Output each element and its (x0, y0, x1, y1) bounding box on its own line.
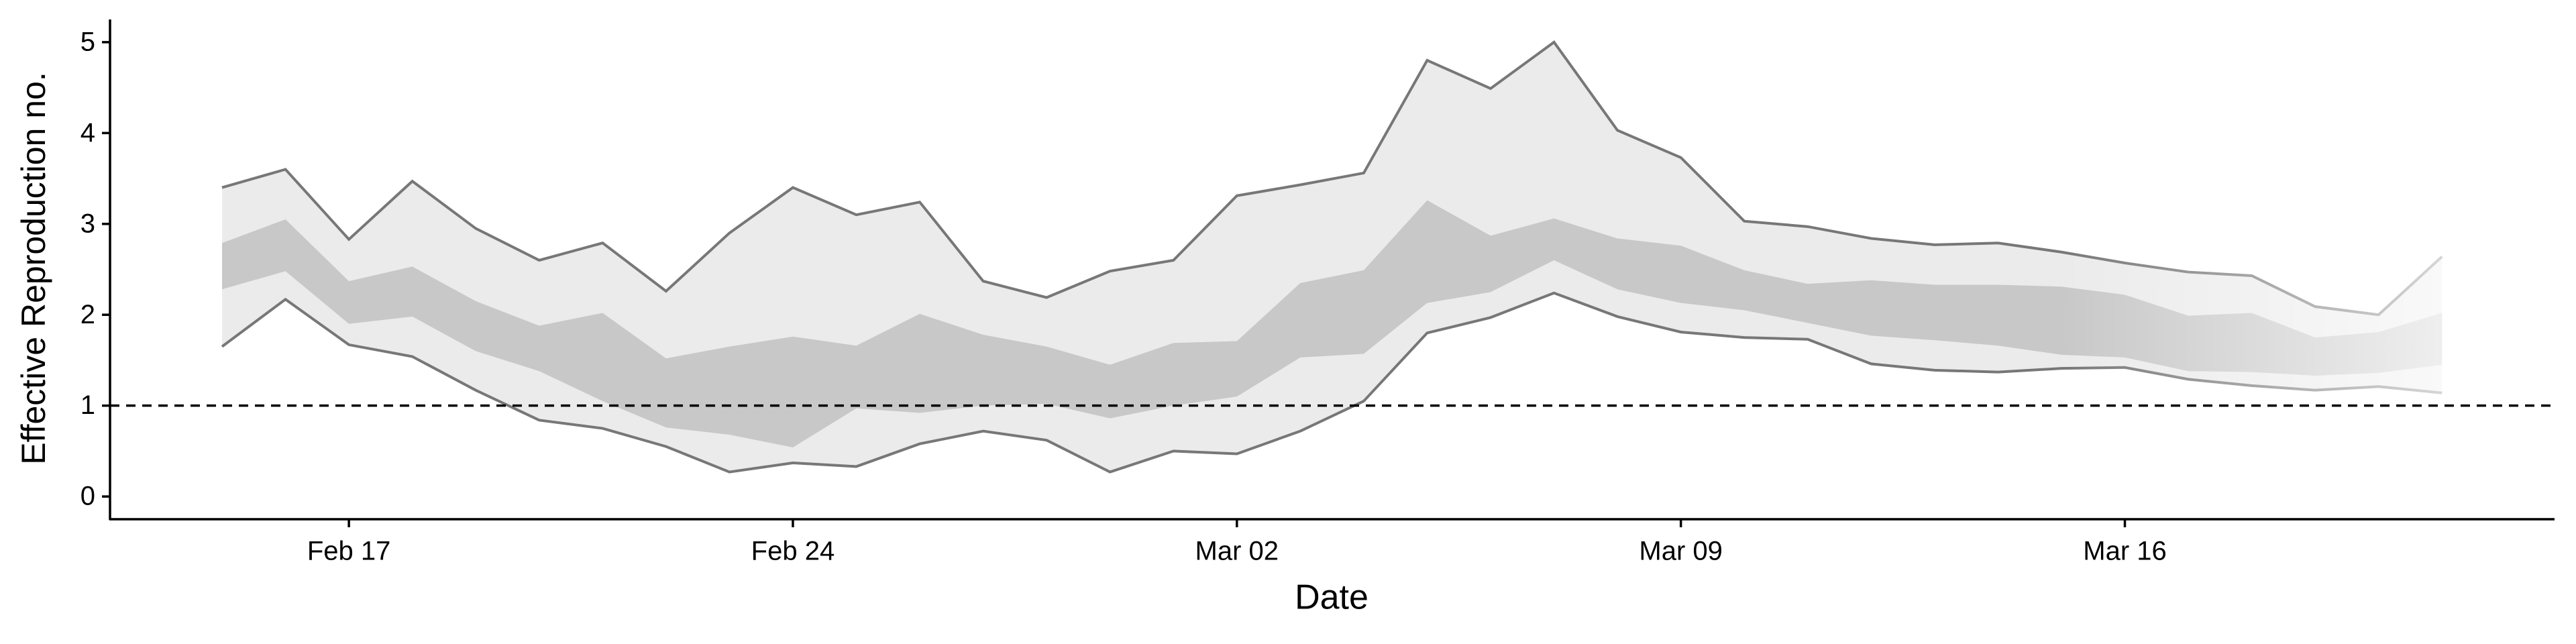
y-tick-label: 0 (80, 482, 95, 511)
x-tick-label: Mar 02 (1195, 537, 1279, 566)
y-tick-label: 3 (80, 209, 95, 238)
y-tick-label: 2 (80, 300, 95, 329)
x-tick-label: Mar 16 (2083, 537, 2167, 566)
y-tick-label: 5 (80, 27, 95, 56)
y-axis-title: Effective Reproduction no. (15, 72, 52, 465)
x-tick-label: Feb 24 (751, 537, 835, 566)
y-tick-label: 1 (80, 390, 95, 420)
y-tick-label: 4 (80, 118, 95, 148)
x-axis-title: Date (1295, 578, 1368, 617)
x-tick-label: Feb 17 (307, 537, 391, 566)
inner-band (222, 200, 2443, 447)
fade-overlay (2061, 38, 2447, 476)
x-tick-label: Mar 09 (1639, 537, 1723, 566)
